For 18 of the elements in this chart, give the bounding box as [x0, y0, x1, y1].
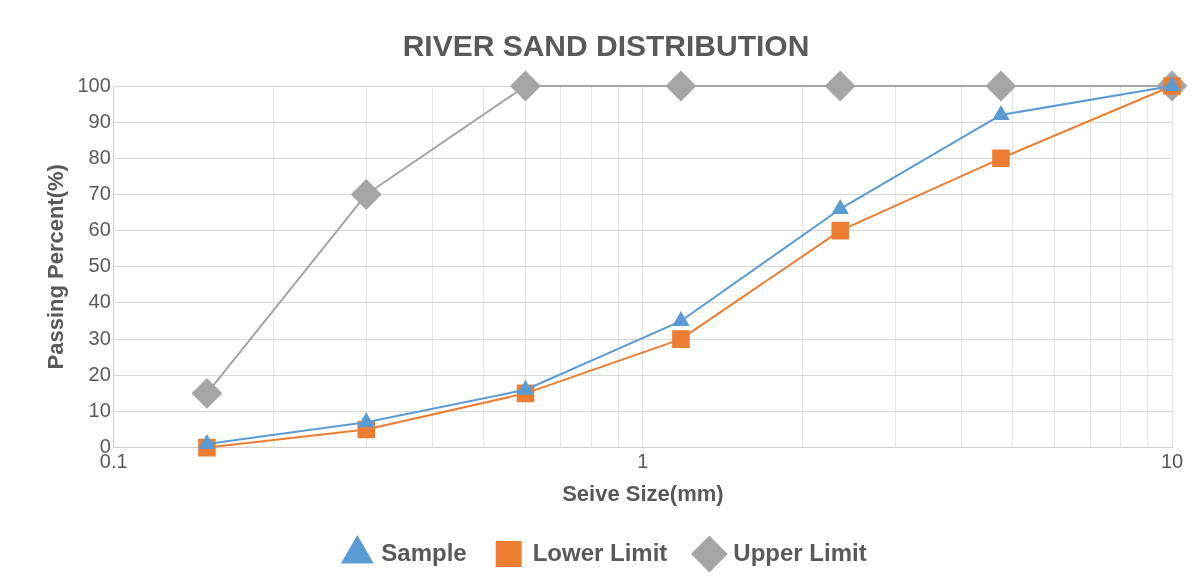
y-tick-label: 60 [88, 218, 111, 241]
y-tick-label: 20 [88, 362, 111, 385]
legend-label: Lower Limit [532, 538, 668, 566]
x-tick-label: 1 [637, 450, 649, 473]
legend-label: Upper Limit [733, 538, 867, 566]
y-tick-label: 100 [77, 73, 111, 96]
y-tick-label: 70 [88, 182, 111, 204]
y-tick-label: 90 [88, 109, 111, 132]
x-axis-title: Seive Size(mm) [562, 480, 724, 506]
y-tick-label: 40 [88, 290, 111, 313]
chart-title: RIVER SAND DISTRIBUTION [402, 29, 810, 63]
legend-label: Sample [381, 538, 467, 566]
y-tick-label: 30 [88, 326, 111, 349]
x-tick-label: 10 [1160, 450, 1184, 473]
y-tick-label: 10 [88, 398, 111, 421]
y-tick-label: 50 [88, 254, 111, 277]
y-tick-label: 80 [88, 145, 111, 168]
y-axis-title: Passing Percent(%) [43, 164, 69, 370]
